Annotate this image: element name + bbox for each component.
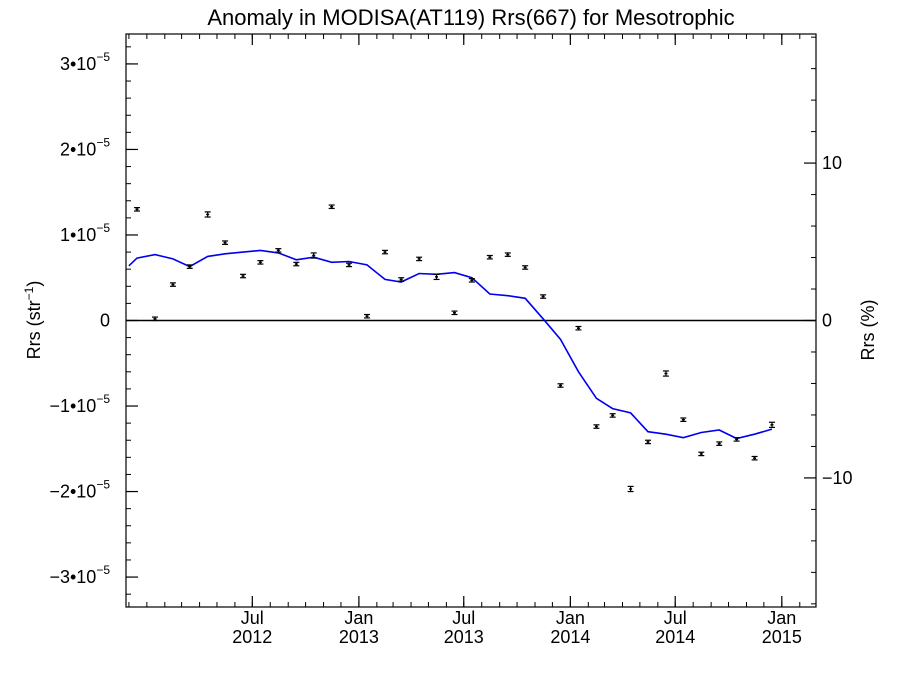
y-tick-label: −3•10−5: [49, 563, 110, 587]
x-tick-label-year: 2012: [232, 627, 272, 647]
x-tick-label-month: Jul: [452, 608, 475, 628]
y-tick-label: 2•10−5: [60, 135, 110, 159]
x-tick-label-year: 2013: [444, 627, 484, 647]
series-line: [128, 249, 773, 440]
x-tick-label-year: 2014: [550, 627, 590, 647]
x-tick-label-year: 2014: [655, 627, 695, 647]
y-right-tick-label: 0: [822, 311, 832, 331]
x-tick-label-month: Jul: [241, 608, 264, 628]
y-right-tick-label: 10: [822, 153, 842, 173]
y-tick-label: −2•10−5: [49, 478, 110, 502]
chart-title: Anomaly in MODISA(AT119) Rrs(667) for Me…: [207, 5, 734, 30]
y-axis-label-right: Rrs (%): [858, 300, 878, 361]
y-tick-label: −1•10−5: [49, 392, 110, 416]
y-axis-label-close: ): [24, 281, 44, 287]
x-tick-label-month: Jan: [556, 608, 585, 628]
x-tick-label-year: 2015: [762, 627, 802, 647]
y-tick-label: 0: [100, 311, 110, 331]
y-axis-label-left: Rrs (str−1): [22, 281, 44, 360]
x-tick-label-month: Jan: [344, 608, 373, 628]
x-tick-label-month: Jan: [767, 608, 796, 628]
x-tick-label-month: Jul: [664, 608, 687, 628]
y-right-tick-label: −10: [822, 468, 853, 488]
y-tick-label: 1•10−5: [60, 221, 110, 245]
plot-area: Jul2012Jan2013Jul2013Jan2014Jul2014Jan20…: [49, 33, 853, 647]
y-tick-label: 3•10−5: [60, 50, 110, 74]
y-axis-label-text: Rrs (str: [24, 300, 44, 359]
y-axis-label-superscript: −1: [22, 286, 36, 300]
x-tick-label-year: 2013: [339, 627, 379, 647]
